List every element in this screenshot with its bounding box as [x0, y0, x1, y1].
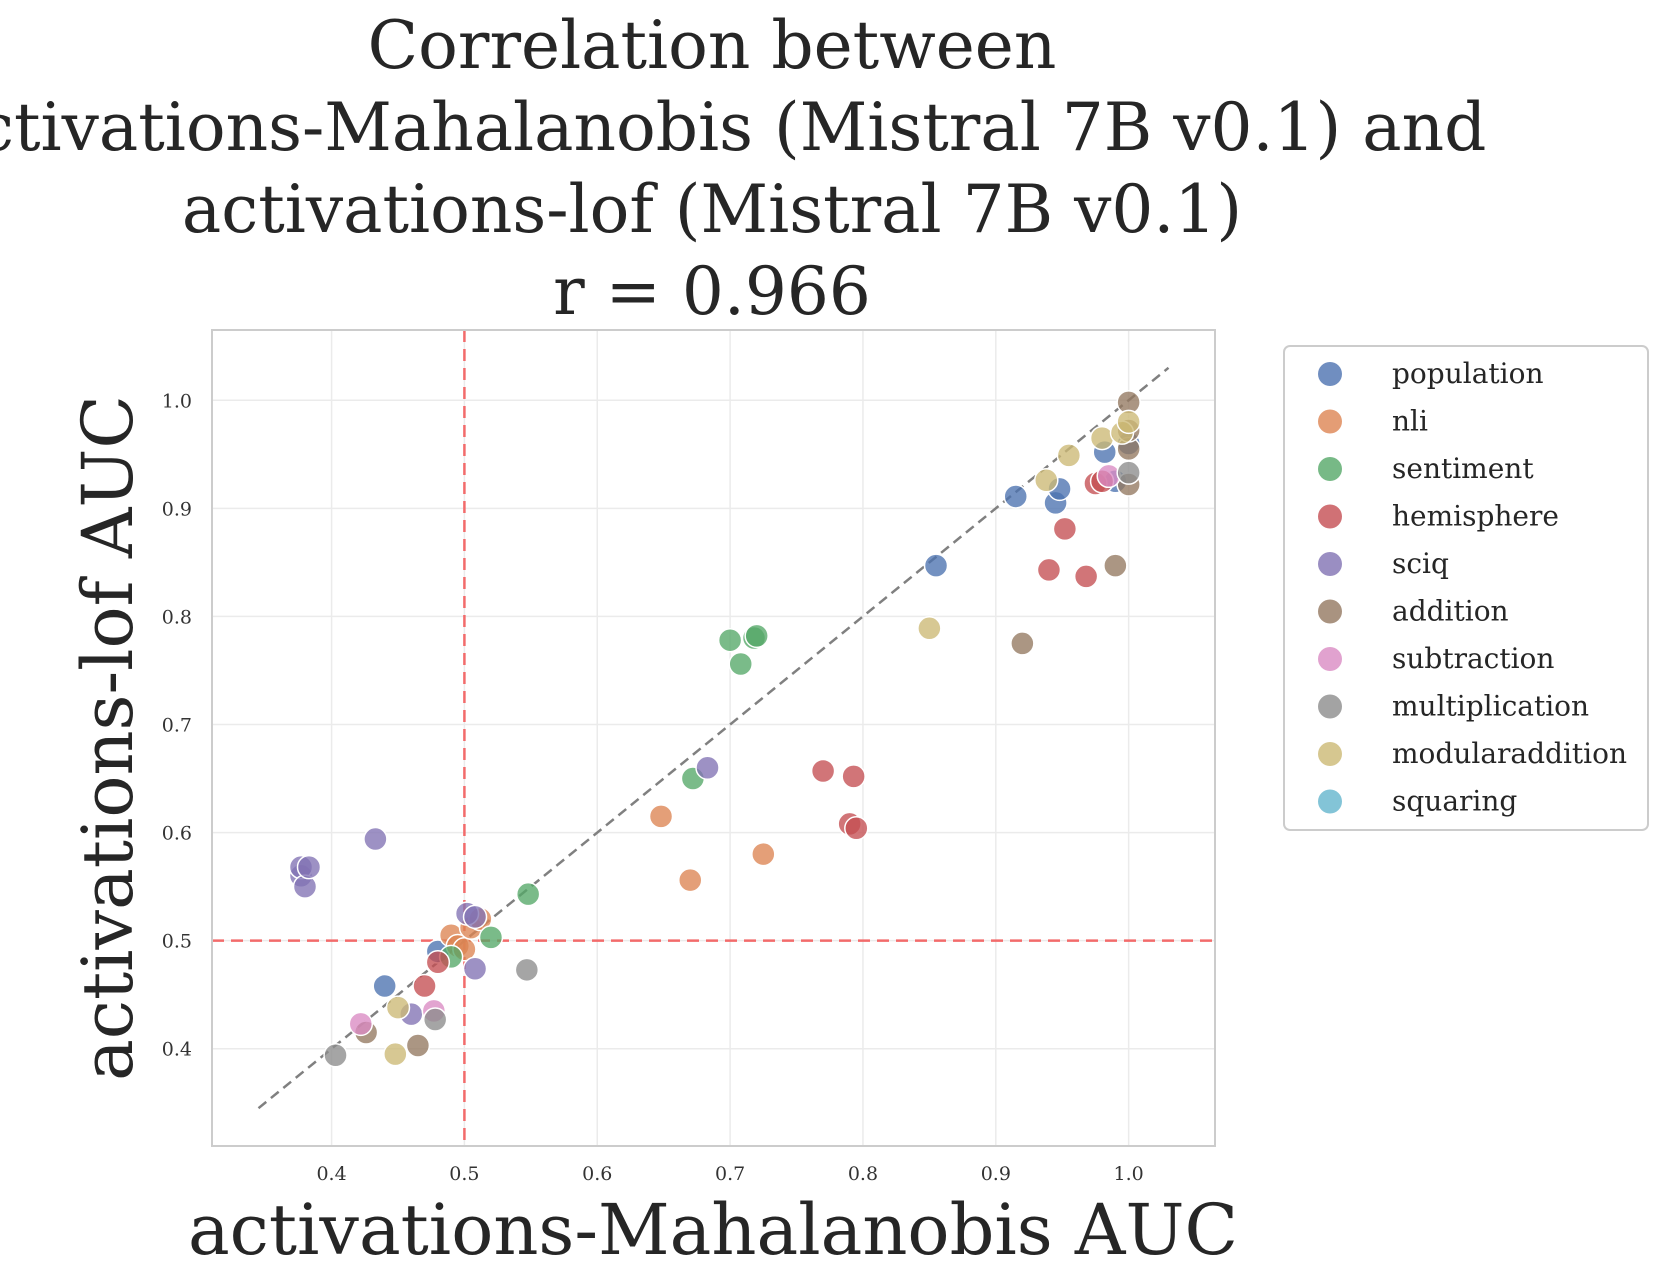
point-sciq — [462, 956, 488, 981]
data-points — [288, 390, 1141, 1068]
x-tick-label: 0.8 — [848, 1163, 878, 1185]
point-sentiment — [478, 925, 504, 950]
point-population — [923, 553, 949, 578]
point-sentiment — [744, 623, 769, 649]
point-modularaddition — [1116, 409, 1141, 435]
point-sciq — [695, 755, 720, 780]
y-tick-label: 0.7 — [162, 714, 192, 736]
grid — [212, 330, 1215, 1146]
legend-frame — [1283, 345, 1649, 831]
y-tick-labels: 0.4 0.5 0.6 0.7 0.8 0.9 1.0 — [162, 390, 192, 1060]
legend-marker-subtraction — [1318, 647, 1342, 671]
plot-area — [211, 329, 1216, 1147]
point-nli — [648, 804, 674, 829]
legend-label-multiplication: multiplication — [1392, 690, 1589, 723]
title-line-1: Correlation between — [368, 7, 1057, 84]
point-modularaddition — [383, 1041, 408, 1067]
x-tick-label: 0.4 — [316, 1163, 346, 1185]
point-sciq — [462, 904, 488, 930]
point-sentiment — [717, 627, 743, 653]
point-hemisphere — [1036, 557, 1062, 583]
point-population — [1003, 484, 1028, 509]
legend-marker-modularaddition — [1318, 742, 1342, 766]
legend-label-sentiment: sentiment — [1392, 452, 1534, 485]
legend-label-nli: nli — [1392, 405, 1428, 438]
legend-label-sciq: sciq — [1392, 547, 1449, 580]
point-sciq — [296, 854, 322, 880]
point-hemisphere — [412, 973, 437, 999]
y-tick-label: 0.5 — [162, 931, 192, 953]
legend-label-modularaddition: modularaddition — [1392, 737, 1627, 770]
x-tick-labels: 0.4 0.5 0.6 0.7 0.8 0.9 1.0 — [316, 1163, 1143, 1185]
point-hemisphere — [1073, 564, 1099, 589]
point-addition — [1103, 553, 1128, 578]
legend-entries: population nli sentiment hemisphere sciq addi… — [1318, 357, 1627, 818]
x-tick-label: 0.6 — [582, 1163, 612, 1185]
legend: population nli sentiment hemisphere sciq addi… — [1283, 345, 1649, 831]
point-hemisphere — [841, 764, 866, 789]
legend-marker-multiplication — [1318, 694, 1342, 719]
plot-frame — [211, 329, 1216, 1147]
legend-marker-addition — [1318, 599, 1342, 624]
y-tick-label: 0.8 — [162, 606, 192, 628]
x-axis-label: activations-Mahalanobis AUC — [188, 1189, 1238, 1271]
title-line-4: r = 0.966 — [553, 253, 871, 330]
point-modularaddition — [917, 616, 942, 641]
point-addition — [405, 1033, 431, 1058]
x-tick-label: 0.7 — [715, 1163, 745, 1185]
point-subtraction — [1096, 463, 1121, 489]
y-axis-label: activations-lof AUC — [67, 395, 149, 1081]
point-multiplication — [1116, 460, 1141, 485]
legend-marker-population — [1318, 362, 1342, 386]
x-tick-label: 0.5 — [449, 1163, 479, 1185]
point-hemisphere — [810, 758, 836, 784]
legend-label-subtraction: subtraction — [1392, 642, 1554, 675]
point-sciq — [363, 826, 388, 852]
point-modularaddition — [1056, 443, 1082, 468]
point-subtraction — [348, 1011, 374, 1037]
legend-label-squaring: squaring — [1392, 785, 1517, 818]
title-line-2: activations-Mahalanobis (Mistral 7B v0.1… — [0, 89, 1486, 166]
point-modularaddition — [385, 995, 411, 1020]
x-tick-label: 1.0 — [1114, 1163, 1144, 1185]
y-tick-label: 0.6 — [162, 823, 192, 845]
point-hemisphere — [1052, 516, 1078, 542]
point-multiplication — [323, 1042, 348, 1068]
legend-marker-sciq — [1318, 552, 1342, 576]
point-sentiment — [728, 651, 753, 677]
legend-marker-sentiment — [1318, 457, 1342, 481]
point-population — [372, 973, 397, 999]
point-hemisphere — [844, 815, 869, 841]
point-modularaddition — [1034, 467, 1059, 493]
title-line-3: activations-lof (Mistral 7B v0.1) — [182, 171, 1242, 248]
x-tick-label: 0.9 — [981, 1163, 1011, 1185]
point-hemisphere — [425, 950, 451, 975]
legend-marker-squaring — [1318, 789, 1342, 814]
point-sentiment — [515, 881, 541, 907]
chart-title: Correlation between activations-Mahalano… — [0, 7, 1486, 330]
y-tick-label: 0.4 — [162, 1039, 192, 1061]
point-multiplication — [514, 957, 540, 983]
y-tick-label: 0.9 — [162, 498, 192, 520]
point-nli — [678, 867, 703, 893]
legend-label-population: population — [1392, 357, 1543, 390]
y-tick-label: 1.0 — [162, 390, 192, 412]
point-nli — [751, 841, 776, 867]
point-addition — [1010, 631, 1035, 656]
point-multiplication — [422, 1007, 448, 1032]
legend-label-hemisphere: hemisphere — [1392, 500, 1559, 533]
legend-marker-nli — [1318, 409, 1342, 434]
legend-label-addition: addition — [1392, 595, 1509, 628]
legend-marker-hemisphere — [1318, 504, 1342, 529]
